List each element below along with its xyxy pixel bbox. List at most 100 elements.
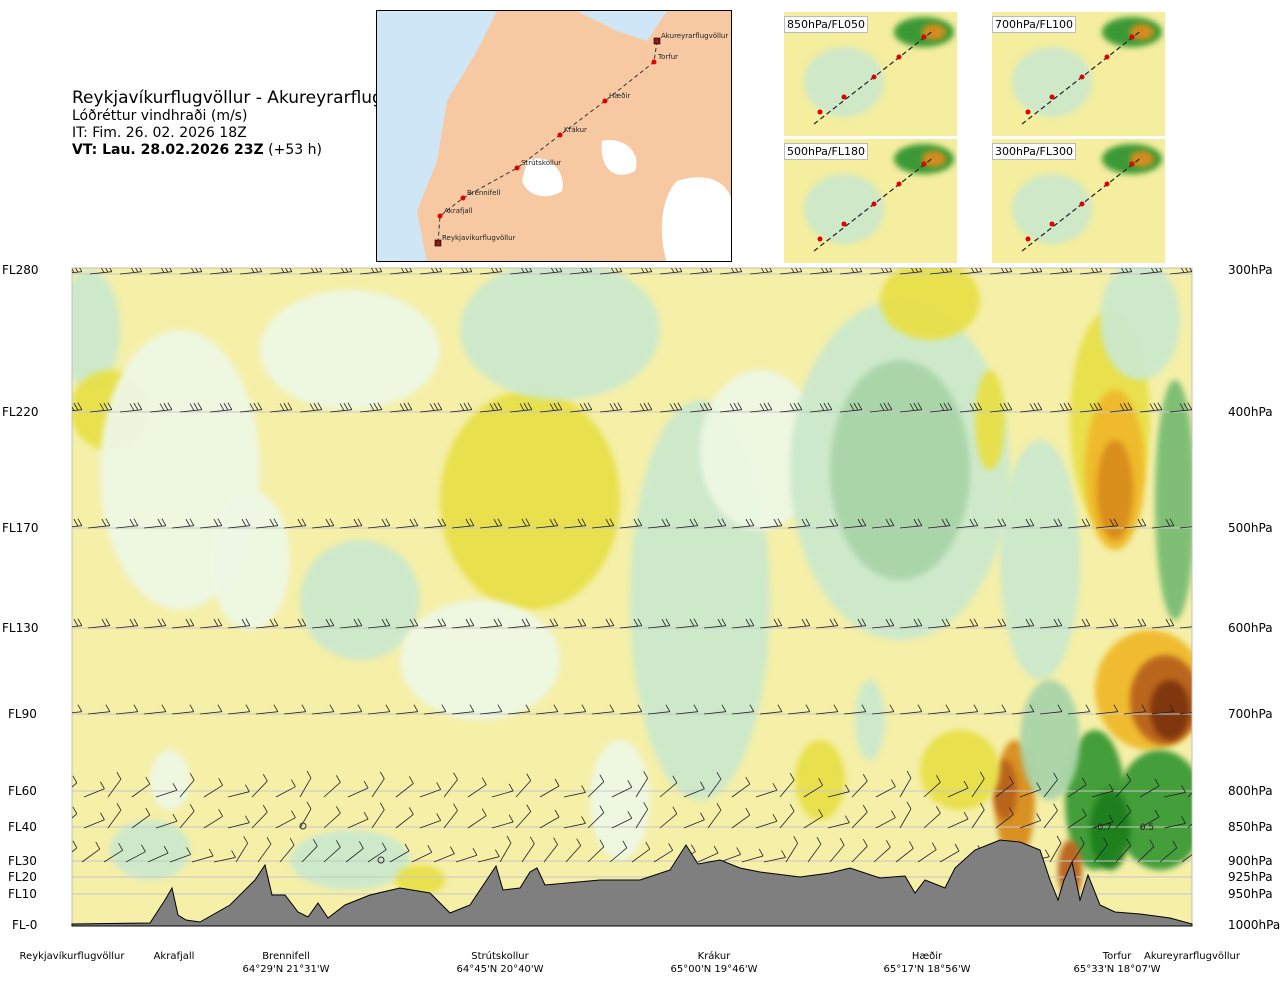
- thumb-waypoint: [871, 201, 877, 207]
- wind-barb: [1039, 704, 1063, 715]
- wind-barb: [72, 518, 83, 528]
- wind-barb: [72, 704, 83, 714]
- wind-barb: [563, 816, 586, 829]
- location-label: Brennifell 64°29'N 21°31'W: [243, 950, 330, 976]
- wind-barb: [647, 618, 671, 629]
- wind-barb: [563, 618, 587, 629]
- location-name: Brennifell: [262, 951, 310, 962]
- wind-barb: [491, 783, 514, 798]
- wind-barb: [989, 268, 1013, 275]
- wind-barb: [1043, 803, 1058, 829]
- wind-barb: [923, 806, 941, 829]
- value-annotation: -0.7: [1094, 823, 1112, 833]
- location-label: Akureyrarflugvöllur: [1144, 950, 1240, 963]
- location-label: Reykjavíkurflugvöllur: [20, 950, 125, 963]
- wind-barb: [72, 806, 78, 819]
- wind-barb: [955, 518, 979, 529]
- wind-barb: [1067, 808, 1087, 829]
- wind-barb: [689, 268, 713, 275]
- wind-barb: [659, 268, 683, 275]
- velocity-contour: [440, 390, 620, 610]
- wind-barb: [227, 518, 251, 529]
- wind-barb: [763, 850, 786, 863]
- location-name: Akureyrarflugvöllur: [1143, 951, 1241, 962]
- thumbnail-300hpa[interactable]: 300hPa/FL300: [992, 139, 1165, 263]
- wind-barb: [779, 772, 795, 798]
- wind-barb: [995, 776, 1014, 798]
- wind-barb: [227, 618, 251, 629]
- wind-barb: [629, 268, 653, 275]
- wind-barb: [87, 618, 111, 629]
- wind-barb: [983, 618, 1007, 629]
- location-name: Reykjavíkurflugvöllur: [19, 951, 125, 962]
- thumbnail-500hpa[interactable]: 500hPa/FL180: [784, 139, 957, 263]
- thumbnail-850hpa[interactable]: 850hPa/FL050: [784, 12, 957, 136]
- pressure-tick-label: 800hPa: [1228, 784, 1273, 798]
- vertical-velocity-field: [72, 268, 1192, 926]
- wind-barb: [535, 618, 559, 629]
- thumb-region: [1012, 174, 1092, 244]
- wind-barb: [251, 773, 268, 798]
- wind-barb: [171, 704, 195, 715]
- pressure-tick-label: 500hPa: [1228, 521, 1273, 535]
- wind-barb: [499, 835, 512, 863]
- wind-barb: [563, 518, 587, 529]
- thumbnail-700hpa[interactable]: 700hPa/FL100: [992, 12, 1165, 136]
- thumb-waypoint: [921, 161, 927, 167]
- wind-barb: [1169, 268, 1192, 275]
- wind-barb: [929, 402, 953, 413]
- wind-barb: [683, 812, 705, 829]
- wind-barb: [959, 402, 983, 413]
- wind-barb: [455, 848, 478, 863]
- wind-barb: [675, 704, 699, 715]
- wind-barb: [419, 268, 443, 275]
- wind-barb: [653, 843, 674, 863]
- wind-barb: [149, 402, 173, 413]
- wind-barb: [1179, 712, 1192, 715]
- wind-barb: [703, 618, 727, 629]
- location-label: Krákur 65°00'N 19°46'W: [671, 950, 758, 976]
- thumb-waypoint: [817, 109, 823, 115]
- wind-barb: [1115, 773, 1132, 798]
- wind-barb: [389, 268, 413, 275]
- location-label: Torfur 65°33'N 18°07'W: [1074, 950, 1161, 976]
- pressure-tick-label: 1000hPa: [1228, 918, 1280, 932]
- route-map[interactable]: Akureyrarflugvöllur Torfur Hæðir Krákur Strú…: [376, 10, 732, 262]
- wind-barb: [203, 809, 224, 829]
- velocity-contour: [150, 750, 190, 810]
- wind-barb: [843, 704, 867, 715]
- velocity-contour: [1115, 750, 1192, 870]
- thumbnail-label: 500hPa/FL180: [784, 143, 869, 160]
- title-block: Reykjavíkurflugvöllur - Akureyrarflugvöl…: [72, 88, 431, 159]
- wind-barb: [171, 518, 195, 529]
- wind-barb: [155, 814, 178, 829]
- wind-barb: [1151, 618, 1175, 629]
- wind-barb: [779, 803, 795, 829]
- wind-barb: [1039, 618, 1063, 629]
- waypoint-marker: [434, 239, 442, 247]
- thumbnail-label: 850hPa/FL050: [784, 16, 869, 33]
- wind-barb: [443, 803, 458, 829]
- wind-barb: [1115, 804, 1132, 829]
- wind-barb: [535, 704, 559, 715]
- wind-barb: [1139, 809, 1160, 829]
- wind-barb: [179, 772, 195, 798]
- wind-barb: [1067, 704, 1091, 715]
- wind-barb: [659, 775, 678, 798]
- wind-barb: [543, 837, 558, 863]
- wind-barb: [199, 704, 223, 715]
- wind-barb: [1093, 837, 1108, 863]
- wind-barb: [611, 780, 633, 798]
- wind-barb: [1109, 268, 1133, 275]
- wind-barb: [683, 781, 705, 798]
- wind-barb: [283, 518, 307, 529]
- thumb-waypoint: [817, 236, 823, 242]
- wind-barb: [347, 780, 369, 798]
- wind-barb: [631, 841, 651, 863]
- wind-barb: [731, 776, 751, 798]
- wind-barb: [899, 618, 923, 629]
- wind-barb: [449, 402, 473, 413]
- wind-barb: [587, 805, 605, 829]
- wind-barb: [971, 771, 985, 798]
- velocity-contour: [395, 865, 445, 895]
